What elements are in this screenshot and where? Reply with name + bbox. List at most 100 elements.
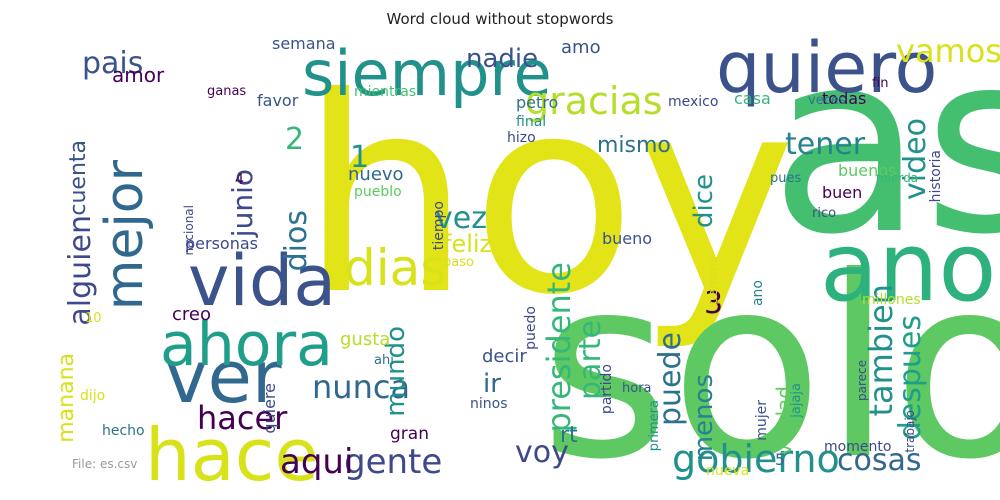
word-dios: dios bbox=[279, 210, 314, 271]
word-mundo: mundo bbox=[381, 326, 411, 417]
word-manana: manana bbox=[54, 353, 79, 443]
word-favor: favor bbox=[257, 91, 299, 110]
word-amo: amo bbox=[561, 37, 601, 58]
word-personas: personas bbox=[185, 234, 258, 253]
word-ano: ano bbox=[750, 280, 766, 306]
word-veces: veces bbox=[808, 93, 846, 108]
word-nadie: nadie bbox=[466, 44, 538, 74]
word-primera: primera bbox=[647, 400, 662, 451]
word-cuenta: cuenta bbox=[66, 140, 91, 216]
word-puedo: puedo bbox=[523, 306, 539, 350]
word-decir: decir bbox=[482, 346, 527, 367]
word-feliz: feliz bbox=[443, 230, 492, 258]
word-pais: pais bbox=[82, 46, 143, 81]
word-hizo: hizo bbox=[507, 130, 536, 146]
word-parte: parte bbox=[573, 320, 608, 400]
word-rt: rt bbox=[560, 423, 578, 448]
word-buen: buen bbox=[822, 183, 862, 202]
word-quiere: quiere bbox=[260, 383, 279, 434]
word-pues: pues bbox=[770, 171, 801, 186]
word-menos: menos bbox=[689, 374, 719, 461]
word-ganas: ganas bbox=[207, 84, 246, 99]
word-bueno: bueno bbox=[602, 229, 652, 248]
word-nuevo: nuevo bbox=[348, 164, 404, 185]
word-millones: millones bbox=[862, 292, 921, 308]
word-parece: parece bbox=[855, 360, 869, 401]
word-10: 10 bbox=[85, 311, 102, 326]
word-paso: paso bbox=[443, 255, 474, 270]
word-aqui: aqui bbox=[280, 442, 353, 482]
word-hace: hace bbox=[145, 413, 319, 497]
word-rico: rico bbox=[812, 206, 836, 221]
word-vez: vez bbox=[435, 201, 487, 236]
word-ahora: ahora bbox=[160, 310, 333, 380]
word-cosas: cosas bbox=[837, 443, 922, 478]
word-pueblo: pueblo bbox=[354, 184, 402, 200]
word-quiero: quiero bbox=[716, 27, 937, 109]
word-petro: petro bbox=[516, 93, 558, 112]
word-trabajo: trabajo bbox=[903, 410, 917, 453]
word-dias: dias bbox=[344, 239, 446, 297]
word-hora: hora bbox=[622, 381, 652, 396]
word-ninos: ninos bbox=[470, 396, 508, 412]
word-dijo: dijo bbox=[80, 388, 105, 404]
word-junio: junio bbox=[226, 169, 259, 238]
word-creo: creo bbox=[172, 304, 211, 325]
word-hacer: hacer bbox=[197, 399, 288, 437]
word-tener: tener bbox=[785, 127, 866, 162]
word-puede: puede bbox=[653, 332, 688, 426]
word-nueva: nueva bbox=[706, 463, 749, 479]
word-vamos: vamos bbox=[896, 32, 1000, 70]
word-3: 3 bbox=[704, 286, 723, 321]
word-verdad: verdad bbox=[772, 386, 796, 456]
word-historia: historia bbox=[928, 150, 944, 202]
word-partido: partido bbox=[599, 364, 615, 414]
word-momento: momento bbox=[824, 439, 891, 455]
word-video: video bbox=[898, 118, 933, 200]
word-buenos: buenos bbox=[838, 161, 896, 180]
word-ahi: ahi bbox=[374, 353, 394, 368]
chart-title: Word cloud without stopwords bbox=[386, 10, 614, 28]
word-mujer: mujer bbox=[754, 400, 770, 441]
word-gobierno: gobierno bbox=[672, 437, 840, 481]
word-semana: semana bbox=[272, 34, 336, 53]
word-mierda: mierda bbox=[876, 171, 918, 185]
word-ver: ver bbox=[165, 335, 282, 419]
word-presidente: presidente bbox=[540, 262, 578, 433]
word-fin: fin bbox=[872, 76, 888, 91]
word-2: 2 bbox=[285, 122, 304, 157]
word-4: 4 bbox=[235, 172, 244, 188]
word-anos: anos bbox=[820, 213, 1000, 323]
word-mismo: mismo bbox=[597, 133, 671, 158]
word-voy: voy bbox=[515, 435, 569, 470]
word-gusta: gusta bbox=[340, 329, 390, 350]
word-asi: asi bbox=[770, 0, 1000, 289]
word-tiempo: tiempo bbox=[431, 201, 447, 250]
word-mexico: mexico bbox=[668, 94, 718, 110]
word-jajaja: jajaja bbox=[789, 383, 804, 419]
word-mientras: mientras bbox=[354, 84, 416, 100]
word-alguien: alguien bbox=[63, 215, 98, 326]
word-1: 1 bbox=[350, 140, 369, 175]
word-todas: todas bbox=[822, 89, 866, 108]
file-label: File: es.csv bbox=[72, 457, 138, 471]
word-final: final bbox=[516, 114, 546, 130]
word-gente: gente bbox=[344, 442, 442, 482]
word-casa: casa bbox=[734, 89, 771, 108]
word-hecho: hecho bbox=[102, 423, 145, 439]
word-gracias: gracias bbox=[525, 79, 663, 123]
word-despues: despues bbox=[893, 315, 928, 440]
word-gran: gran bbox=[390, 424, 429, 444]
word-mejor: mejor bbox=[95, 159, 155, 310]
word-persona: persona bbox=[706, 256, 720, 305]
word-hoy: hoy bbox=[300, 39, 796, 354]
word-tambien: tambien bbox=[862, 284, 900, 417]
word-dice: dice bbox=[689, 174, 719, 228]
word-amor: amor bbox=[112, 63, 165, 87]
word-nacional: nacional bbox=[182, 205, 196, 256]
word-ir: ir bbox=[483, 369, 501, 399]
word-5: 5 bbox=[775, 450, 785, 469]
word-nunca: nunca bbox=[312, 368, 410, 406]
word-siempre: siempre bbox=[302, 37, 552, 110]
